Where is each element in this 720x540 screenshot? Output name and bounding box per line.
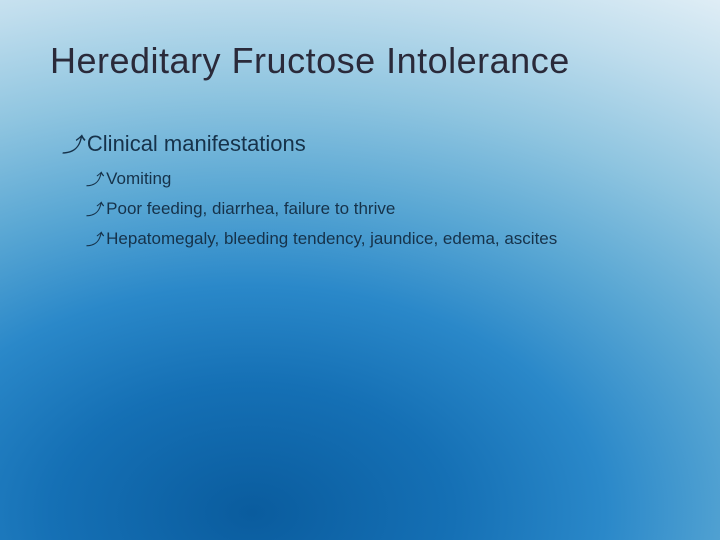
bullet-list: ⤴ Vomiting ⤴ Poor feeding, diarrhea, fai… (86, 166, 660, 257)
slide-subheading: ⤴ Clinical manifestations (62, 128, 306, 158)
swirl-bullet-icon: ⤴ (86, 169, 102, 193)
bullet-item: ⤴ Hepatomegaly, bleeding tendency, jaund… (86, 226, 660, 252)
bullet-text: Vomiting (106, 166, 660, 192)
slide-title: Hereditary Fructose Intolerance (50, 40, 570, 82)
swirl-bullet-icon: ⤴ (62, 129, 83, 159)
slide-container: Hereditary Fructose Intolerance ⤴ Clinic… (0, 0, 720, 540)
swirl-bullet-icon: ⤴ (86, 199, 102, 223)
subheading-text: Clinical manifestations (87, 131, 306, 157)
bullet-text: Poor feeding, diarrhea, failure to thriv… (106, 196, 660, 222)
bullet-text: Hepatomegaly, bleeding tendency, jaundic… (106, 226, 660, 252)
bullet-item: ⤴ Poor feeding, diarrhea, failure to thr… (86, 196, 660, 222)
bullet-item: ⤴ Vomiting (86, 166, 660, 192)
swirl-bullet-icon: ⤴ (86, 229, 102, 253)
